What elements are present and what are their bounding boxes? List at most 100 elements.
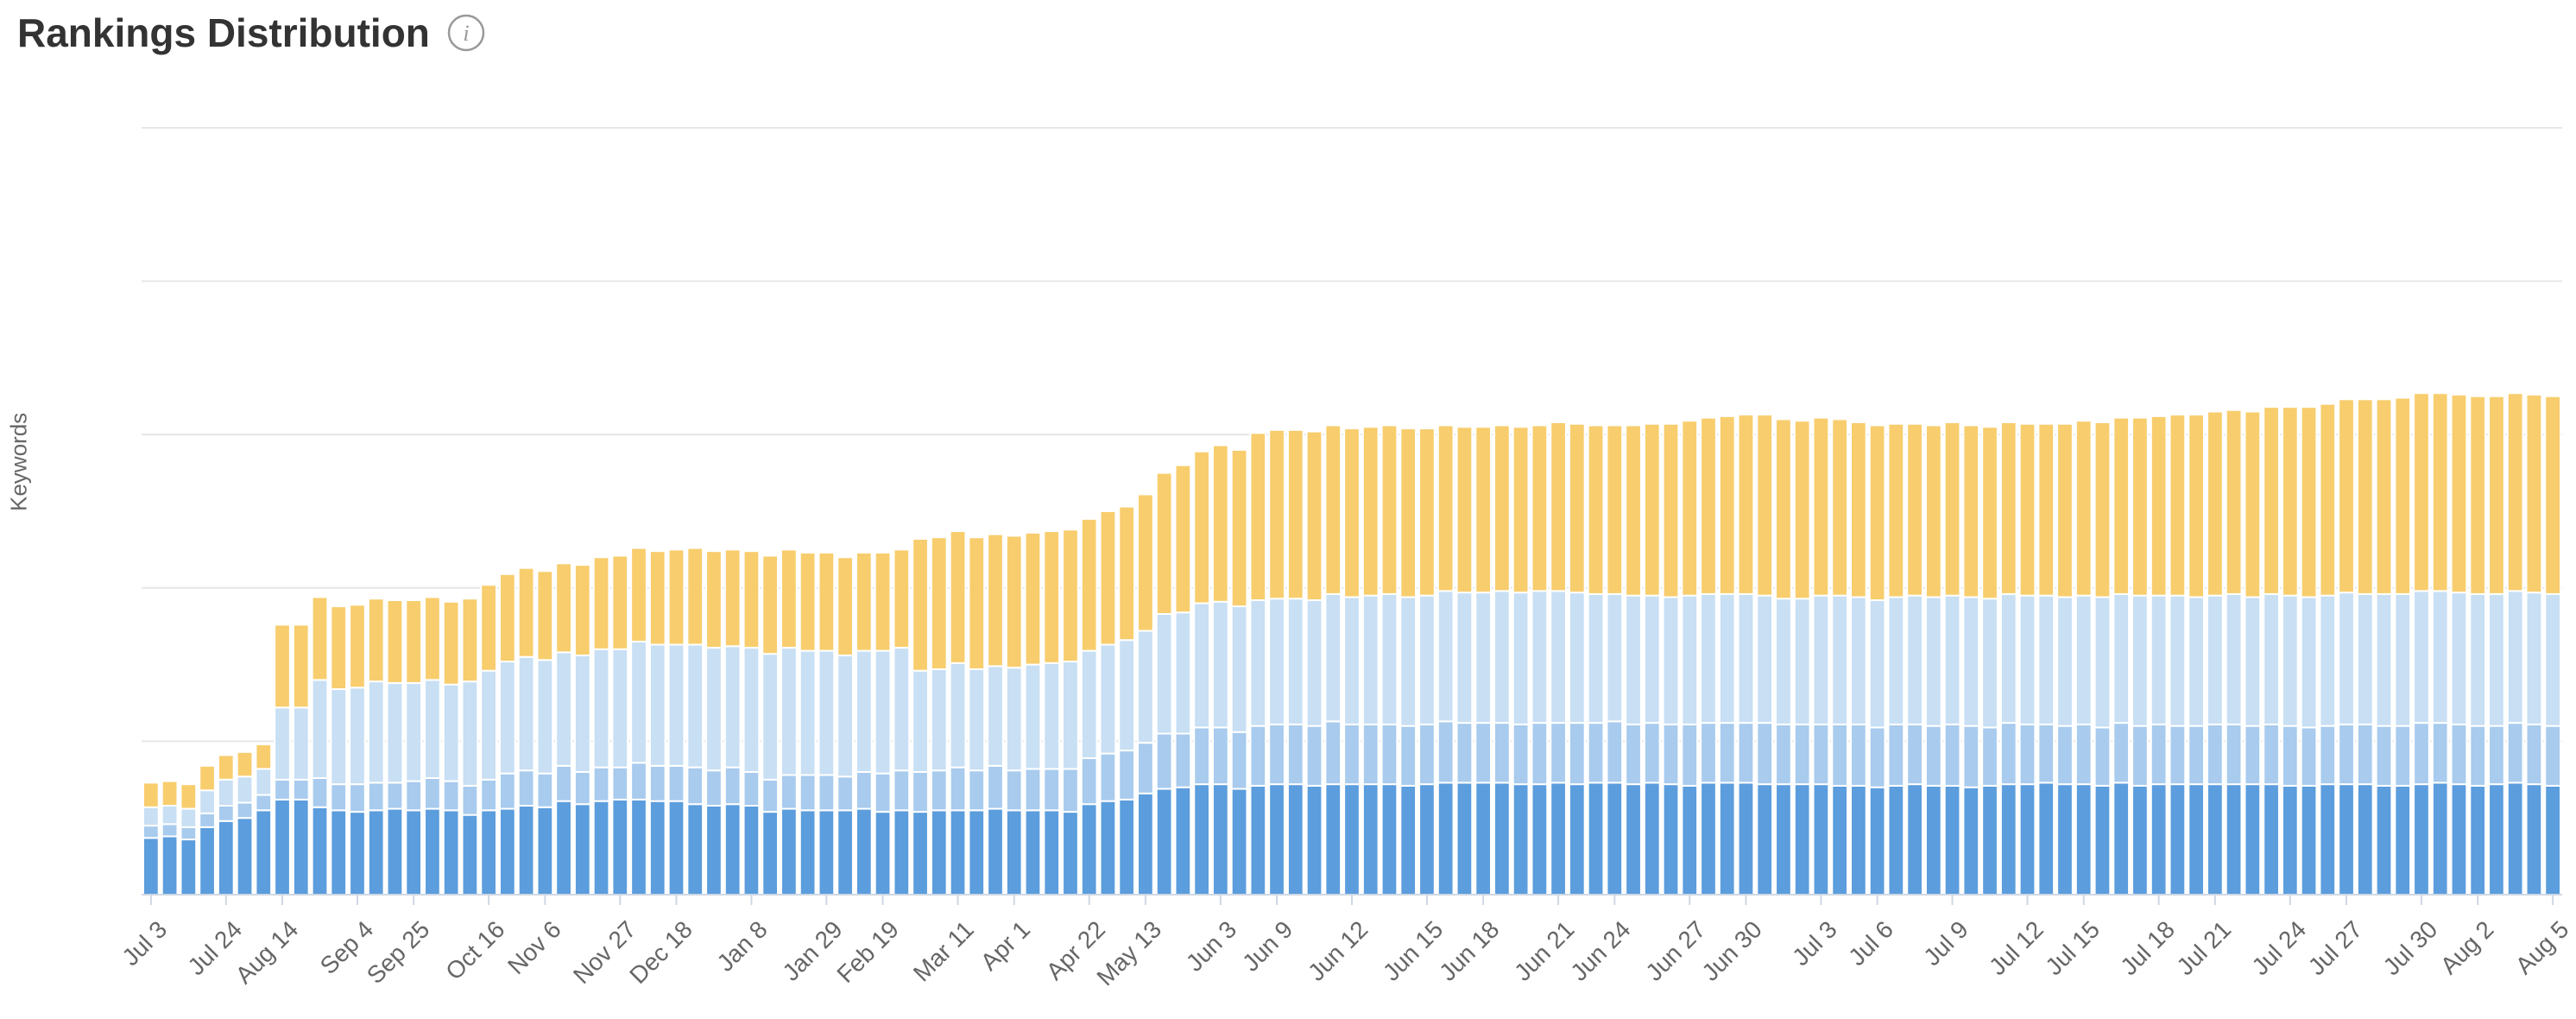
bar-segment[interactable] (2169, 783, 2187, 896)
bar-segment[interactable] (1099, 752, 1117, 802)
bar-segment[interactable] (555, 800, 572, 896)
bar-segment[interactable] (2488, 395, 2505, 595)
bar-segment[interactable] (2338, 783, 2355, 896)
bar-segment[interactable] (1643, 722, 1661, 784)
bar-segment[interactable] (2263, 406, 2280, 595)
bar-segment[interactable] (630, 547, 647, 642)
bar-segment[interactable] (1587, 722, 1605, 784)
bar-segment[interactable] (405, 681, 423, 782)
bar-segment[interactable] (1418, 723, 1436, 786)
bar-segment[interactable] (1062, 768, 1079, 813)
bar-segment[interactable] (1906, 783, 1923, 896)
bar-segment[interactable] (874, 772, 892, 813)
bar-segment[interactable] (1343, 596, 1361, 725)
bar-segment[interactable] (236, 801, 254, 820)
bar-segment[interactable] (1625, 723, 1642, 786)
bar-segment[interactable] (1606, 782, 1624, 896)
bar-segment[interactable] (2469, 784, 2487, 896)
bar-segment[interactable] (592, 766, 610, 802)
bar-segment[interactable] (1512, 426, 1530, 594)
bar-segment[interactable] (1887, 723, 1905, 787)
bar-segment[interactable] (1512, 723, 1530, 786)
bar-segment[interactable] (1155, 612, 1173, 735)
bar-segment[interactable] (2244, 410, 2262, 598)
bar-segment[interactable] (2431, 392, 2449, 592)
bar-segment[interactable] (648, 764, 666, 802)
bar-segment[interactable] (1380, 783, 1398, 896)
bar-segment[interactable] (498, 807, 516, 896)
bar-segment[interactable] (592, 556, 610, 650)
bar-segment[interactable] (1962, 786, 1980, 896)
bar-segment[interactable] (199, 826, 216, 896)
bar-segment[interactable] (1024, 531, 1042, 666)
bar-segment[interactable] (2131, 725, 2149, 787)
bar-segment[interactable] (330, 783, 348, 812)
bar-segment[interactable] (1850, 596, 1867, 725)
bar-segment[interactable] (480, 584, 497, 672)
bar-segment[interactable] (930, 536, 948, 670)
bar-segment[interactable] (2338, 592, 2355, 725)
bar-segment[interactable] (1981, 598, 1998, 729)
bar-segment[interactable] (2506, 782, 2524, 896)
bar-segment[interactable] (1174, 732, 1192, 788)
bar-segment[interactable] (949, 809, 967, 896)
bar-segment[interactable] (761, 811, 780, 896)
bar-segment[interactable] (1380, 592, 1398, 725)
bar-segment[interactable] (2506, 392, 2524, 592)
bar-segment[interactable] (2150, 783, 2168, 896)
bar-segment[interactable] (780, 548, 798, 649)
bar-segment[interactable] (2037, 422, 2055, 597)
bar-segment[interactable] (667, 764, 685, 802)
bar-segment[interactable] (1962, 424, 1980, 598)
bar-segment[interactable] (1681, 723, 1699, 787)
bar-segment[interactable] (968, 769, 986, 812)
bar-segment[interactable] (536, 659, 554, 775)
bar-segment[interactable] (686, 643, 704, 769)
bar-segment[interactable] (1155, 472, 1173, 615)
bar-segment[interactable] (2394, 396, 2412, 595)
bar-segment[interactable] (1718, 592, 1736, 725)
bar-segment[interactable] (1718, 722, 1736, 784)
bar-segment[interactable] (2131, 416, 2149, 597)
bar-segment[interactable] (424, 807, 441, 896)
bar-segment[interactable] (349, 811, 366, 896)
bar-segment[interactable] (987, 764, 1004, 810)
bar-segment[interactable] (1850, 784, 1867, 896)
bar-segment[interactable] (855, 649, 873, 773)
bar-segment[interactable] (2469, 395, 2487, 595)
bar-segment[interactable] (2300, 596, 2318, 729)
bar-segment[interactable] (1137, 493, 1154, 632)
bar-segment[interactable] (1943, 723, 1961, 787)
bar-segment[interactable] (2207, 783, 2224, 896)
bar-segment[interactable] (555, 764, 572, 802)
bar-segment[interactable] (1324, 592, 1342, 723)
bar-segment[interactable] (2263, 592, 2280, 725)
bar-segment[interactable] (2394, 725, 2412, 787)
bar-segment[interactable] (2056, 783, 2074, 896)
bar-segment[interactable] (2338, 398, 2355, 594)
bar-segment[interactable] (1812, 723, 1830, 786)
bar-segment[interactable] (893, 548, 911, 649)
bar-segment[interactable] (705, 550, 723, 649)
bar-segment[interactable] (930, 809, 948, 896)
bar-segment[interactable] (386, 782, 404, 810)
bar-segment[interactable] (1493, 424, 1511, 592)
bar-segment[interactable] (161, 780, 179, 807)
bar-segment[interactable] (1418, 783, 1436, 896)
bar-segment[interactable] (442, 600, 460, 686)
bar-segment[interactable] (705, 769, 723, 807)
bar-segment[interactable] (2525, 783, 2543, 896)
bar-segment[interactable] (2112, 782, 2131, 896)
bar-segment[interactable] (2375, 784, 2393, 896)
bar-segment[interactable] (1700, 592, 1717, 725)
bar-segment[interactable] (442, 683, 460, 782)
bar-segment[interactable] (1999, 421, 2017, 595)
bar-segment[interactable] (1868, 726, 1886, 788)
bar-segment[interactable] (2281, 406, 2299, 597)
bar-segment[interactable] (199, 789, 216, 814)
bar-segment[interactable] (1587, 782, 1605, 896)
bar-segment[interactable] (1906, 422, 1923, 597)
bar-segment[interactable] (2319, 402, 2337, 597)
bar-segment[interactable] (2525, 592, 2543, 725)
bar-segment[interactable] (1080, 803, 1098, 896)
